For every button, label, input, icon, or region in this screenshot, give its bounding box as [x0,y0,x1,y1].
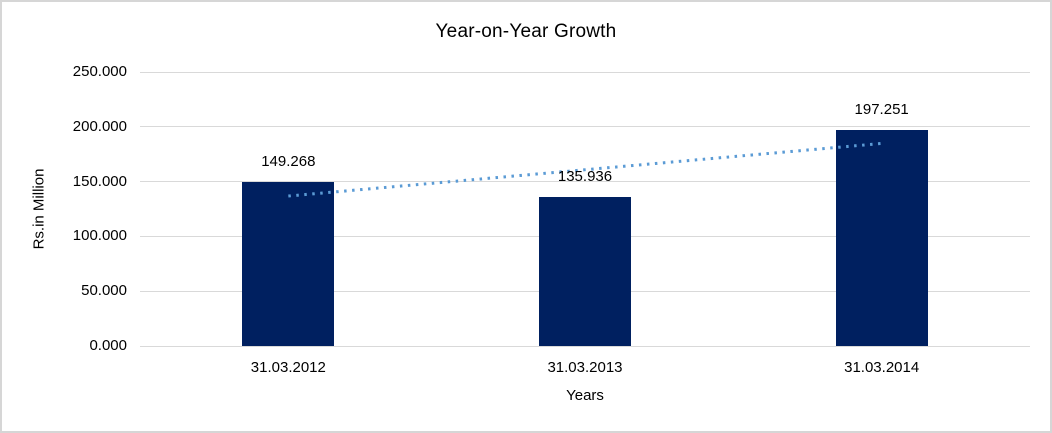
gridline [140,345,1030,347]
y-tick-label: 0.000 [89,337,127,354]
x-tick-label: 31.03.2012 [250,359,326,376]
chart-title: Year-on-Year Growth [435,21,617,42]
y-tick-label: 150.000 [72,172,127,190]
gridline [140,126,1030,128]
data-label: 197.251 [854,100,909,118]
x-tick-label: 31.03.2013 [547,359,623,376]
x-tick-label: 31.03.2014 [844,359,920,376]
gridline [140,71,1030,73]
y-tick-label: 100.000 [72,227,127,245]
y-tick-label: 50.000 [81,282,127,300]
bar-31.03.2013 [539,197,631,346]
bar-31.03.2014 [835,129,928,346]
y-tick-label: 200.000 [72,117,127,135]
y-tick-label: 250.000 [72,63,127,80]
x-axis-title: Years [566,387,604,404]
bar-31.03.2012 [242,182,335,346]
data-label: 135.936 [557,168,613,185]
data-label: 149.268 [261,153,316,171]
